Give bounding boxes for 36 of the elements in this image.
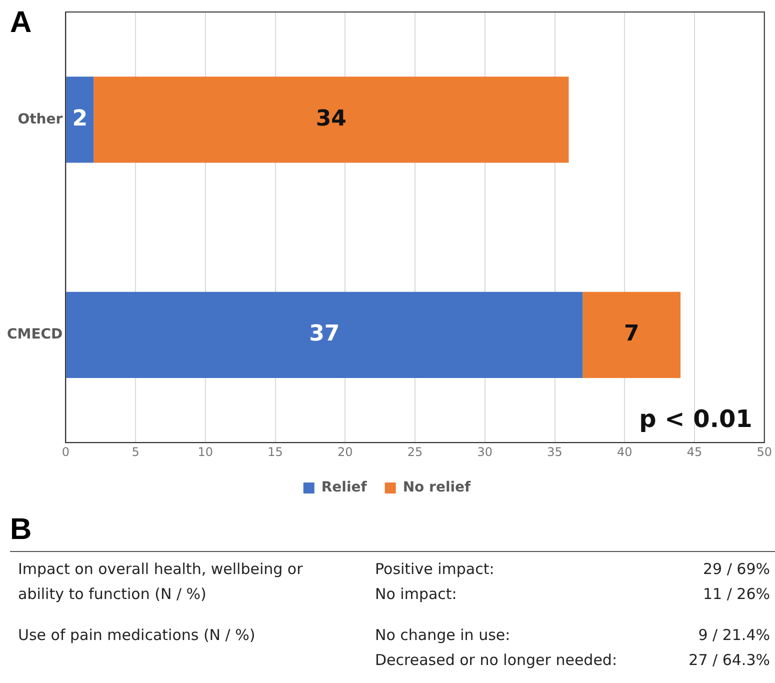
data-label: 34 — [316, 106, 346, 132]
data-label: 2 — [72, 106, 88, 132]
x-tick-label: 5 — [132, 444, 140, 459]
text: B — [10, 513, 32, 547]
x-tick-label: 40 — [616, 444, 632, 459]
bar — [66, 292, 583, 378]
data-label: 7 — [624, 322, 640, 347]
legend-label: No relief — [402, 480, 472, 496]
annotation: p < 0.01 — [639, 404, 752, 433]
text: No impact: — [375, 584, 457, 605]
x-tick-label: 20 — [338, 444, 353, 459]
text: Decreased or no longer needed: — [375, 650, 618, 671]
y-tick-label: CMECD — [6, 326, 63, 343]
text: 9 / 21.4% — [698, 625, 770, 646]
x-tick-label: 50 — [756, 444, 772, 459]
chart-title: A — [10, 6, 32, 40]
x-tick-label: 45 — [686, 444, 702, 459]
x-tick-label: 30 — [477, 444, 493, 459]
bar — [66, 76, 94, 163]
x-tick-label: 35 — [547, 444, 562, 459]
legend-label: Relief — [321, 480, 368, 496]
bar — [94, 76, 569, 163]
text: No change in use: — [375, 625, 510, 646]
text: 29 / 69% — [702, 559, 770, 580]
x-tick-label: 0 — [62, 444, 70, 459]
text: Use of pain medications (N / %) — [18, 625, 256, 646]
y-tick-label: Other — [18, 111, 63, 128]
x-tick-label: 15 — [268, 444, 283, 459]
bar — [582, 292, 681, 378]
text: Positive impact: — [375, 559, 494, 580]
x-tick-label: 10 — [198, 444, 214, 459]
data-label: 37 — [309, 322, 340, 347]
text: 27 / 64.3% — [688, 650, 770, 671]
x-tick-label: 25 — [407, 444, 423, 459]
text: 11 / 26% — [702, 584, 770, 605]
text: Impact on overall health, wellbeing or ability to function (N / %) — [18, 559, 304, 605]
